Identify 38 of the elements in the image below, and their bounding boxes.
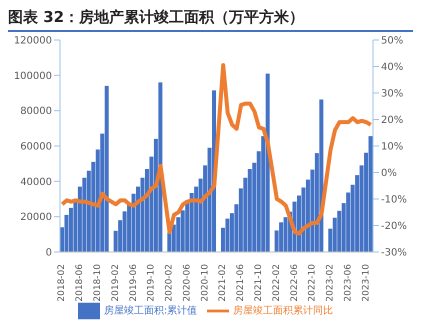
line-series: [60, 63, 373, 236]
y2-tick-label: -20%: [381, 221, 407, 232]
y-tick-label: 60000: [20, 142, 52, 153]
x-tick-label: 2019-02: [110, 264, 121, 302]
x-tick-label: 2019-06: [128, 264, 139, 302]
x-tick-label: 2023-06: [343, 264, 354, 302]
x-tick-label: 2022-06: [290, 264, 300, 302]
y-tick-label: 0: [46, 248, 52, 259]
x-tick-label: 2020-06: [182, 264, 192, 302]
y2-tick-label: 10%: [381, 142, 404, 153]
x-tick-label: 2022-10: [308, 264, 318, 302]
y2-tick-label: 0%: [381, 168, 397, 180]
legend-label: 房屋竣工面积累计同比: [233, 306, 334, 317]
y2-tick-label: 20%: [381, 115, 404, 126]
x-tick-label: 2021-06: [236, 264, 246, 302]
y-tick-label: 100000: [14, 70, 52, 82]
y2-tick-label: 40%: [381, 62, 404, 74]
x-tick-label: 2018-10: [93, 264, 104, 302]
legend-label: 房屋竣工面积:累计值: [104, 306, 198, 317]
y-tick-label: 20000: [20, 212, 52, 224]
y2-tick-label: 50%: [381, 36, 404, 47]
x-tick-label: 2019-10: [146, 264, 157, 302]
y-tick-label: 80000: [20, 106, 52, 118]
x-tick-label: 2018-06: [75, 264, 86, 302]
x-tick-label: 2021-10: [254, 264, 264, 302]
x-tick-label: 2020-10: [200, 264, 210, 302]
x-tick-label: 2021-02: [218, 264, 228, 302]
y2-tick-label: 30%: [381, 88, 404, 100]
x-tick-label: 2023-02: [326, 264, 336, 302]
y2-tick-label: -30%: [381, 248, 407, 259]
y2-tick-label: -10%: [381, 194, 407, 206]
y-tick-label: 40000: [20, 176, 52, 188]
x-tick-label: 2023-10: [361, 264, 372, 302]
x-tick-label: 2022-02: [272, 264, 282, 302]
x-tick-label: 2020-02: [164, 264, 175, 302]
chart-title: 图表 32：房地产累计竣工面积（万平方米）: [8, 8, 413, 32]
y-tick-label: 120000: [14, 36, 52, 47]
x-tick-label: 2018-02: [57, 264, 68, 302]
